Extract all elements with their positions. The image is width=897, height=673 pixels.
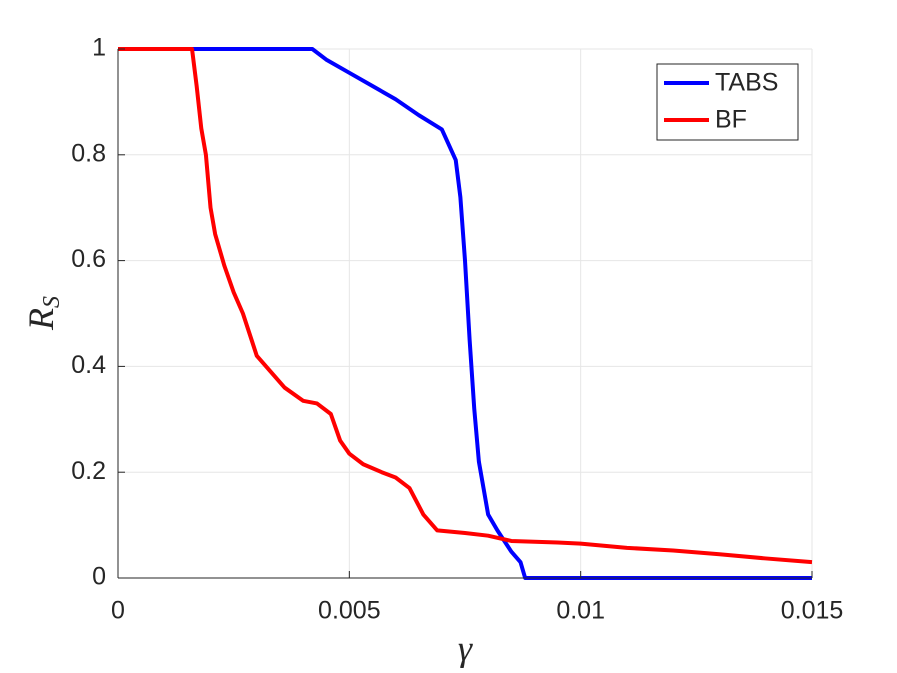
y-tick-label: 0 — [92, 563, 106, 591]
y-tick-label: 0.4 — [71, 351, 106, 379]
y-tick-label: 0.2 — [71, 457, 106, 485]
series-line — [118, 47, 812, 580]
x-tick-label: 0 — [111, 597, 125, 625]
x-tick-label: 0.015 — [781, 597, 844, 625]
lines — [118, 47, 813, 580]
y-axis-label: RS — [21, 296, 64, 331]
series-line — [118, 47, 813, 565]
y-tick-label: 0.6 — [71, 245, 106, 273]
legend-label: TABS — [715, 69, 778, 97]
y-label-sub: S — [39, 296, 65, 308]
x-axis-label: γ — [458, 628, 473, 668]
legend-box — [656, 63, 799, 141]
axes: 0 0.2 0.4 0.6 0.8 1 0 0.005 0.01 0.015 — [71, 34, 843, 625]
legend-label: BF — [715, 106, 747, 134]
x-tick-label: 0.005 — [318, 597, 381, 625]
y-label-base: R — [21, 308, 61, 331]
y-tick-label: 1 — [92, 34, 106, 62]
x-tick-label: 0.01 — [556, 597, 605, 625]
y-tick-label: 0.8 — [71, 139, 106, 167]
legend: TABS BF — [656, 63, 799, 141]
